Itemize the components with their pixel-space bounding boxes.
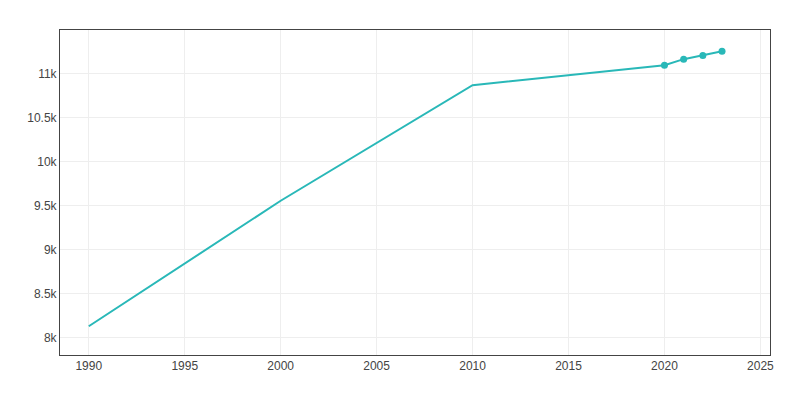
svg-text:2015: 2015 [555,359,582,373]
svg-text:1990: 1990 [75,359,102,373]
svg-text:8.5k: 8.5k [34,287,58,301]
svg-text:2025: 2025 [747,359,774,373]
svg-text:2010: 2010 [459,359,486,373]
svg-text:9.5k: 9.5k [34,199,58,213]
svg-text:2000: 2000 [267,359,294,373]
svg-text:2020: 2020 [651,359,678,373]
svg-text:8k: 8k [44,331,58,345]
svg-text:1995: 1995 [171,359,198,373]
svg-text:10k: 10k [37,155,57,169]
svg-text:10.5k: 10.5k [27,111,57,125]
svg-text:11k: 11k [38,67,57,81]
svg-text:9k: 9k [44,243,58,257]
svg-text:2005: 2005 [363,359,390,373]
